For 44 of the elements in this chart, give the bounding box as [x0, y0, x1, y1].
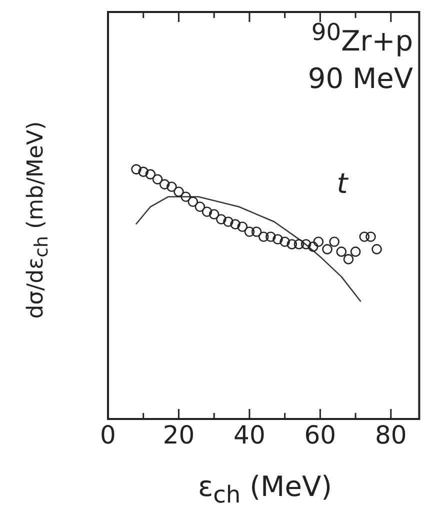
point: [202, 206, 212, 217]
series-label: t: [336, 167, 348, 200]
point: [152, 174, 163, 184]
point: [313, 236, 324, 247]
point: [322, 244, 332, 254]
point: [294, 239, 304, 250]
point: [336, 246, 347, 257]
point: [251, 226, 262, 237]
point: [216, 214, 226, 224]
point: [258, 232, 269, 242]
point: [174, 186, 184, 197]
point: [180, 192, 191, 202]
point: [329, 236, 340, 247]
point: [359, 232, 370, 242]
point: [159, 179, 170, 190]
point: [223, 216, 234, 227]
point: [208, 209, 220, 220]
x-axis-title: ε$_{ch}$ (MeV): [198, 470, 332, 509]
text: $^{90}$Zr+p: [311, 18, 413, 58]
x-tick-label: 0: [100, 420, 116, 450]
point: [280, 236, 290, 247]
point: [286, 239, 298, 250]
point: [244, 226, 255, 237]
point: [145, 169, 156, 180]
x-tick-label: 60: [304, 420, 336, 450]
x-tick-label: 20: [162, 420, 195, 450]
point: [230, 219, 240, 230]
point: [272, 234, 283, 244]
point: [188, 196, 198, 207]
point: [343, 254, 354, 264]
point: [308, 242, 318, 252]
point: [166, 182, 177, 192]
point: [237, 222, 248, 232]
text: 90 MeV: [308, 62, 413, 95]
point: [350, 246, 361, 257]
point: [138, 166, 149, 177]
point: [372, 244, 382, 254]
point: [131, 164, 142, 174]
point: [366, 232, 376, 242]
x-tick-label: 80: [375, 420, 407, 450]
point: [300, 239, 312, 250]
x-tick-label: 40: [234, 420, 266, 450]
point: [266, 232, 276, 242]
point: [194, 202, 206, 212]
